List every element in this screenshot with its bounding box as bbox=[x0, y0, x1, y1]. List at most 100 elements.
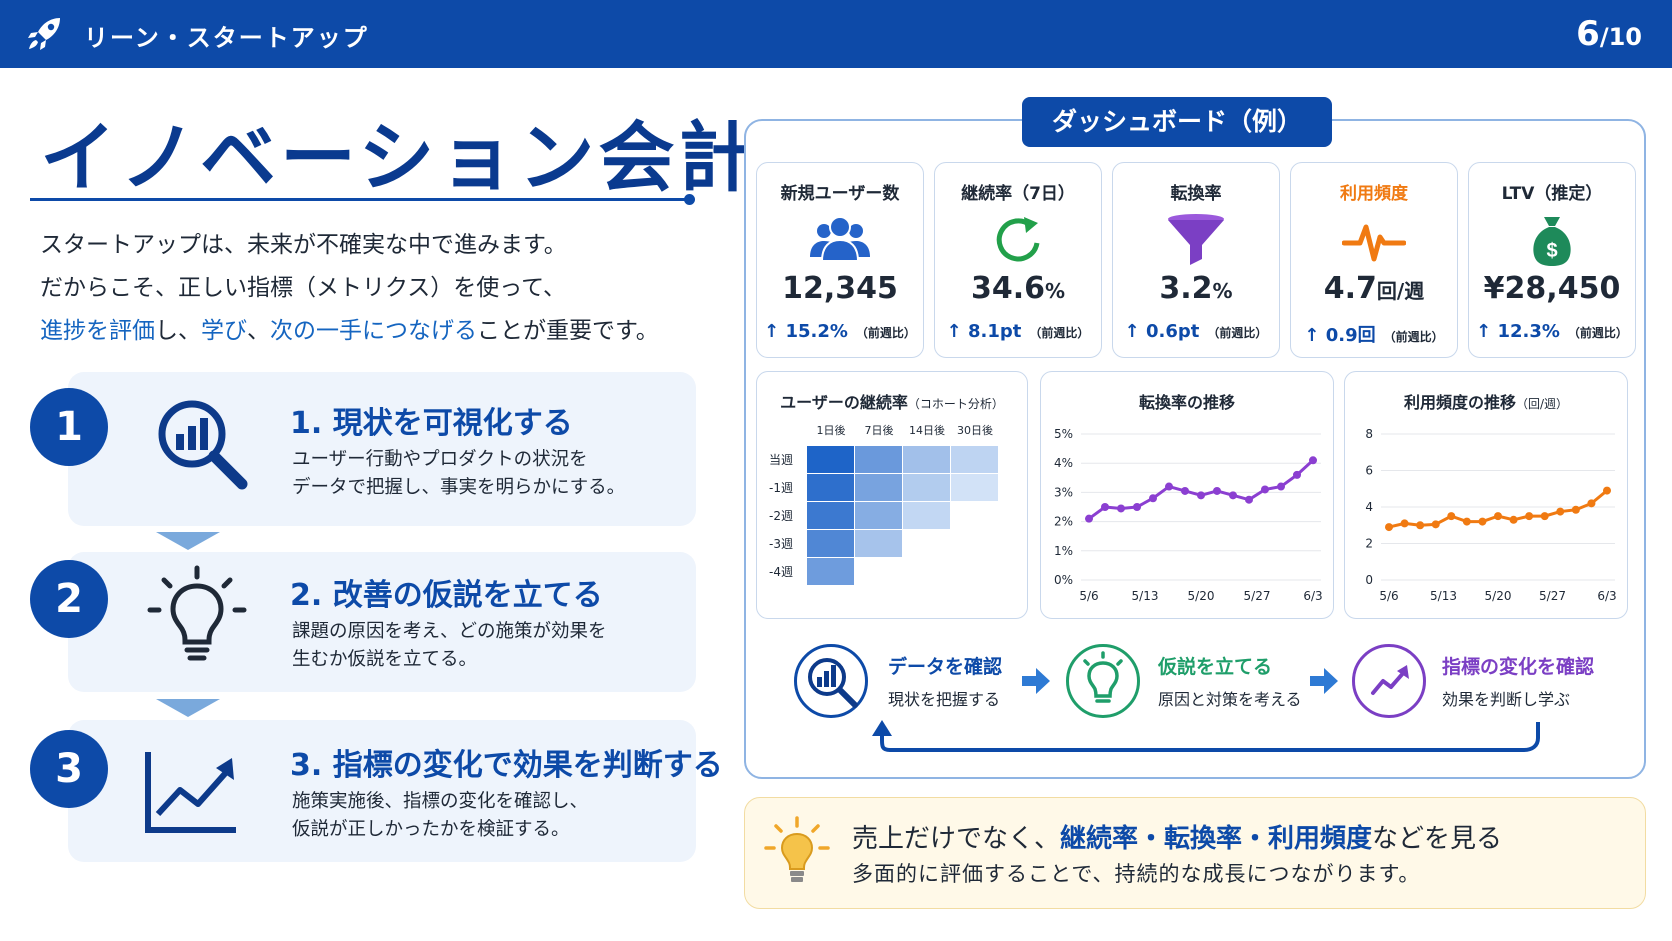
kpi-delta: ↑ 0.9回 （前週比） bbox=[1304, 325, 1444, 346]
rocket-icon bbox=[28, 18, 60, 50]
kpi-card-ltv: LTV（推定） $ ¥28,450 ↑ 12.3% （前週比） bbox=[1468, 162, 1636, 358]
data-point bbox=[1277, 482, 1285, 491]
cohort-col-label: 1日後 bbox=[817, 423, 846, 437]
cohort-chart-title: ユーザーの継続率（コホート分析） bbox=[780, 393, 1004, 412]
step-text-3: 施策実施後、指標の変化を確認し、 仮説が正しかったかを検証する。 bbox=[292, 788, 588, 844]
intro-line-3: 進捗を評価し、学び、次の一手につなげることが重要です。 bbox=[40, 310, 659, 353]
intro-highlight-3: 次の一手につなげる bbox=[270, 318, 477, 344]
cohort-cell bbox=[903, 446, 950, 473]
kpi-card-retention: 継続率（7日） 34.6% ↑ 8.1pt （前週比） bbox=[934, 162, 1102, 358]
step-text-1: ユーザー行動やプロダクトの状況を データで把握し、事実を明らかにする。 bbox=[292, 446, 625, 502]
cohort-row-label: -3週 bbox=[769, 537, 793, 551]
data-point bbox=[1117, 504, 1125, 513]
step-3-line-1: 施策実施後、指標の変化を確認し、 bbox=[292, 791, 589, 812]
kpi-value: 4.7回/週 bbox=[1323, 271, 1425, 306]
data-point bbox=[1540, 512, 1549, 521]
page-title: イノベーション会計 bbox=[40, 113, 759, 202]
data-point bbox=[1165, 482, 1173, 491]
flow-step-data-title: データを確認 bbox=[888, 656, 1003, 678]
svg-text:$: $ bbox=[1546, 240, 1557, 262]
step-heading-3: 3. 指標の変化で効果を判断する bbox=[290, 748, 723, 783]
cohort-col-label: 14日後 bbox=[909, 423, 945, 437]
kpi-label: 利用頻度 bbox=[1340, 184, 1408, 204]
lightbulb-icon bbox=[764, 816, 830, 882]
flow-loop-arrow bbox=[872, 720, 1540, 752]
kpi-label: 転換率 bbox=[1170, 184, 1222, 204]
flow-arrow-icon bbox=[1310, 668, 1338, 694]
cohort-chart-card: ユーザーの継続率（コホート分析） 1日後 7日後 14日後 30日後 当週 -1週 -2週 -… bbox=[756, 371, 1028, 619]
y-tick-label: 0 bbox=[1365, 573, 1373, 587]
data-point bbox=[1261, 485, 1269, 494]
data-point bbox=[1478, 517, 1487, 526]
money-bag-icon: $ bbox=[1533, 217, 1571, 266]
data-point bbox=[1494, 512, 1502, 521]
data-point bbox=[1587, 499, 1596, 508]
intro-line-1: スタートアップは、未来が不確実な中で進みます。 bbox=[40, 232, 567, 258]
intro-highlight-2: 学び bbox=[201, 318, 247, 344]
deck-title: リーン・スタートアップ bbox=[84, 24, 369, 52]
data-point bbox=[1213, 486, 1221, 495]
cohort-cell bbox=[855, 502, 902, 529]
kpi-delta: ↑ 0.6pt （前週比） bbox=[1124, 321, 1268, 342]
step-card-2 bbox=[68, 552, 696, 692]
kpi-delta: ↑ 12.3% （前週比） bbox=[1476, 321, 1628, 342]
cohort-cell bbox=[855, 446, 902, 473]
step-heading-1: 1. 現状を可視化する bbox=[290, 406, 573, 441]
data-point bbox=[1431, 520, 1440, 529]
frequency-chart-card: 利用頻度の推移（回/週） 0 2 4 6 8 5/6 5/13 5/20 5/27 6/3 bbox=[1344, 371, 1628, 619]
y-tick-label: 3% bbox=[1054, 485, 1073, 499]
cohort-col-label: 30日後 bbox=[957, 423, 993, 437]
data-point bbox=[1603, 486, 1611, 495]
tip-line-2: 多面的に評価することで、持続的な成長につながります。 bbox=[852, 862, 1421, 886]
step-1-line-1: ユーザー行動やプロダクトの状況を bbox=[292, 449, 588, 470]
x-tick-label: 5/27 bbox=[1244, 589, 1271, 603]
kpi-value: 12,345 bbox=[782, 271, 898, 306]
header-bar: リーン・スタートアップ 6/10 bbox=[0, 0, 1672, 68]
x-tick-label: 5/6 bbox=[1379, 589, 1398, 603]
step-text-2: 課題の原因を考え、どの施策が効果を 生むか仮説を立てる。 bbox=[292, 618, 607, 674]
cohort-row-label: -4週 bbox=[769, 565, 793, 579]
kpi-value: ¥28,450 bbox=[1483, 271, 1621, 306]
x-tick-label: 5/6 bbox=[1079, 589, 1098, 603]
dashboard-tab-label: ダッシュボード（例） bbox=[1022, 97, 1332, 147]
y-tick-label: 1% bbox=[1054, 544, 1073, 558]
frequency-chart-title: 利用頻度の推移（回/週） bbox=[1403, 393, 1569, 412]
y-tick-label: 0% bbox=[1054, 573, 1073, 587]
x-tick-label: 6/3 bbox=[1597, 589, 1616, 603]
x-tick-label: 5/13 bbox=[1132, 589, 1159, 603]
data-point bbox=[1509, 515, 1518, 524]
cohort-col-label: 7日後 bbox=[865, 423, 894, 437]
x-tick-label: 5/20 bbox=[1485, 589, 1512, 603]
intro-text-1: し、 bbox=[155, 318, 201, 344]
flow-step-data-circle bbox=[794, 644, 868, 718]
cohort-cell bbox=[903, 474, 950, 501]
conversion-chart-title: 転換率の推移 bbox=[1138, 393, 1235, 412]
cohort-cell bbox=[855, 530, 902, 557]
x-tick-label: 5/20 bbox=[1188, 589, 1215, 603]
cohort-cell bbox=[807, 474, 854, 501]
funnel-icon bbox=[1168, 214, 1224, 265]
step-3-line-2: 仮説が正しかったかを検証する。 bbox=[292, 819, 570, 840]
step-heading-2: 2. 改善の仮説を立てる bbox=[290, 578, 603, 613]
lightbulb-icon bbox=[1083, 651, 1123, 703]
x-tick-label: 5/27 bbox=[1539, 589, 1566, 603]
cohort-cell bbox=[951, 474, 998, 501]
cohort-row-label: -2週 bbox=[769, 509, 793, 523]
trend-chart-icon bbox=[145, 752, 236, 833]
data-point bbox=[1293, 470, 1301, 479]
flow-step-verify-title: 指標の変化を確認 bbox=[1442, 656, 1595, 678]
flow-step-data-sub: 現状を把握する bbox=[888, 690, 1001, 709]
intro-text: スタートアップは、未来が不確実な中で進みます。 だからこそ、正しい指標（メトリク… bbox=[40, 224, 659, 353]
step-down-arrow-2 bbox=[156, 699, 220, 717]
kpi-label: LTV（推定） bbox=[1501, 184, 1603, 204]
x-tick-label: 5/13 bbox=[1430, 589, 1457, 603]
data-point bbox=[1385, 523, 1393, 532]
x-tick-label: 6/3 bbox=[1303, 589, 1322, 603]
data-point bbox=[1416, 521, 1425, 530]
cohort-cell bbox=[903, 502, 950, 529]
cohort-cell bbox=[807, 502, 854, 529]
page-indicator: 6/10 bbox=[1576, 14, 1642, 54]
title-underline bbox=[30, 198, 690, 201]
intro-text-3: ことが重要です。 bbox=[477, 318, 659, 344]
data-point bbox=[1085, 514, 1093, 523]
